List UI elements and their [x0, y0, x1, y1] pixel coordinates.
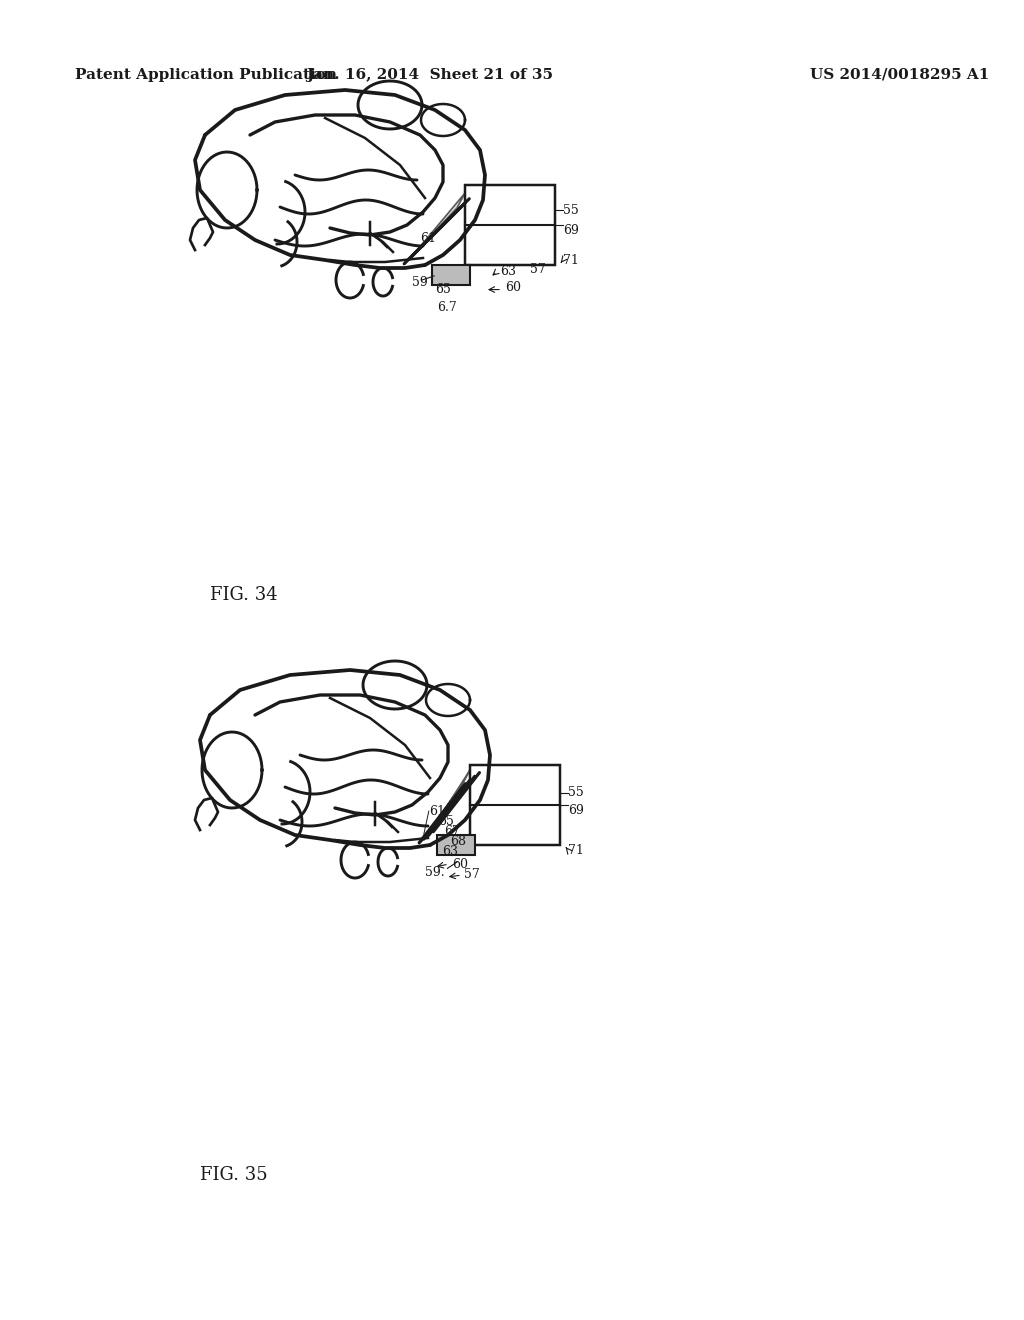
Text: 63: 63	[500, 265, 516, 279]
Text: 61: 61	[429, 805, 444, 817]
Polygon shape	[403, 193, 465, 264]
Polygon shape	[419, 770, 470, 843]
Text: US 2014/0018295 A1: US 2014/0018295 A1	[810, 69, 989, 82]
Text: 6.7: 6.7	[437, 301, 457, 314]
Text: FIG. 35: FIG. 35	[200, 1166, 267, 1184]
Text: Patent Application Publication: Patent Application Publication	[75, 69, 337, 82]
Text: Jan. 16, 2014  Sheet 21 of 35: Jan. 16, 2014 Sheet 21 of 35	[306, 69, 554, 82]
Text: 71: 71	[563, 253, 579, 267]
Text: 68: 68	[450, 834, 466, 847]
Text: 67: 67	[443, 825, 460, 838]
Bar	[470, 766, 560, 845]
Text: 55: 55	[568, 787, 584, 800]
Text: 57: 57	[464, 867, 479, 880]
Text: 69: 69	[563, 223, 579, 236]
Text: 71: 71	[568, 843, 584, 857]
Text: 65: 65	[438, 814, 454, 828]
Text: 57: 57	[530, 263, 546, 276]
Text: 65: 65	[435, 282, 451, 296]
Text: FIG. 34: FIG. 34	[210, 586, 278, 605]
Text: 59: 59	[412, 276, 428, 289]
Bar	[432, 265, 470, 285]
Text: 63: 63	[441, 845, 458, 858]
Text: 69: 69	[568, 804, 584, 817]
Bar	[465, 185, 555, 265]
Text: 59.: 59.	[425, 866, 444, 879]
Text: 61: 61	[411, 231, 436, 260]
Text: 60: 60	[505, 281, 521, 294]
Text: 55: 55	[563, 203, 579, 216]
Text: 60: 60	[452, 858, 468, 871]
Bar	[437, 836, 475, 855]
